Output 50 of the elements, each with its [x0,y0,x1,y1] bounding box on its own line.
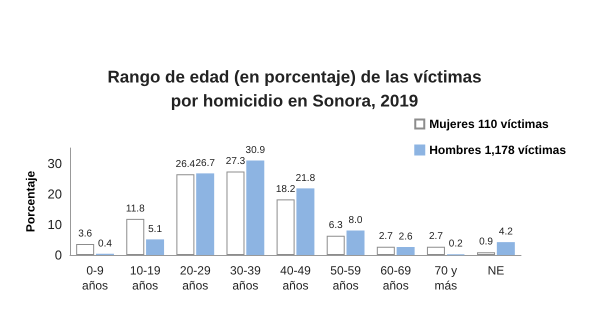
data-label: 30.9 [246,145,266,156]
y-axis-title: Porcentaje [24,170,38,232]
y-tick-label: 10 [48,216,62,232]
data-label: 26.4 [176,158,196,170]
y-tick-label: 20 [48,186,62,202]
y-tick-label: 30 [48,156,62,171]
x-tick-label: 70 y más [434,264,458,292]
bar [76,244,94,255]
bar [176,174,194,255]
bar [226,172,244,255]
bar [246,160,264,255]
legend-label: Mujeres 110 víctimas [429,117,549,131]
x-tick-label: 30-39 años [230,264,262,292]
data-label: 6.3 [328,220,344,232]
data-label: 3.6 [78,228,93,240]
data-label: 5.1 [148,224,162,235]
data-label: 2.6 [398,232,414,243]
x-tick-label: NE [488,264,504,278]
data-label: 27.3 [226,156,246,168]
bar [196,173,214,255]
legend-label: Hombres 1,178 víctimas [429,143,566,157]
x-tick-label: 0-9 años [82,264,108,292]
data-label: 8.0 [348,215,363,226]
data-label: 0.4 [98,238,112,250]
data-label: 26.7 [195,158,216,169]
data-label: 4.2 [498,226,514,238]
bar [126,218,144,255]
bar [296,188,314,255]
y-tick-label: 0 [54,248,62,262]
x-tick-label: 60-69 años [380,264,412,292]
x-tick-label: 40-49 años [280,264,312,292]
bar [496,242,515,255]
bar [276,199,295,255]
data-label: 2.7 [428,231,444,242]
data-label: 21.8 [296,172,316,184]
chart-title: Rango de edad (en porcentaje) de las víctimas por homicidio en Sonora, 2019 [107,68,482,110]
bar [396,247,415,255]
data-label: 2.7 [378,231,394,242]
x-tick-label: 50-59 años [330,264,362,292]
data-label: 11.8 [126,203,146,214]
data-label: 18.2 [276,184,296,195]
data-label: 0.9 [479,236,494,248]
bar [376,246,395,255]
bar [346,230,365,255]
bar [426,246,445,255]
bar [146,239,164,255]
bar [326,236,345,255]
x-tick-label: 20-29 años [180,264,211,292]
data-label: 0.2 [448,238,464,250]
x-tick-label: 10-19 años [130,264,161,292]
